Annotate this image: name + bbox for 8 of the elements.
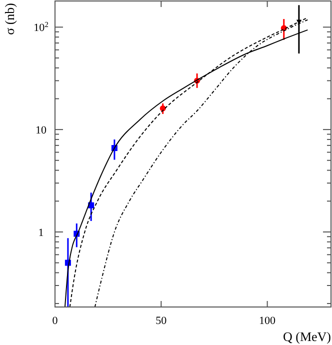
x-tick-label: 100 bbox=[259, 315, 276, 327]
y-axis-title: σ (nb) bbox=[2, 3, 17, 35]
y-tick-label: 1 bbox=[38, 226, 44, 239]
y-tick-label: 10 bbox=[36, 124, 47, 137]
x-axis-title: Q (MeV) bbox=[282, 329, 331, 344]
x-tick-label: 0 bbox=[52, 315, 58, 327]
x-tick-label: 50 bbox=[156, 315, 168, 327]
y-tick-label: 10$^{2}$ bbox=[34, 20, 49, 34]
